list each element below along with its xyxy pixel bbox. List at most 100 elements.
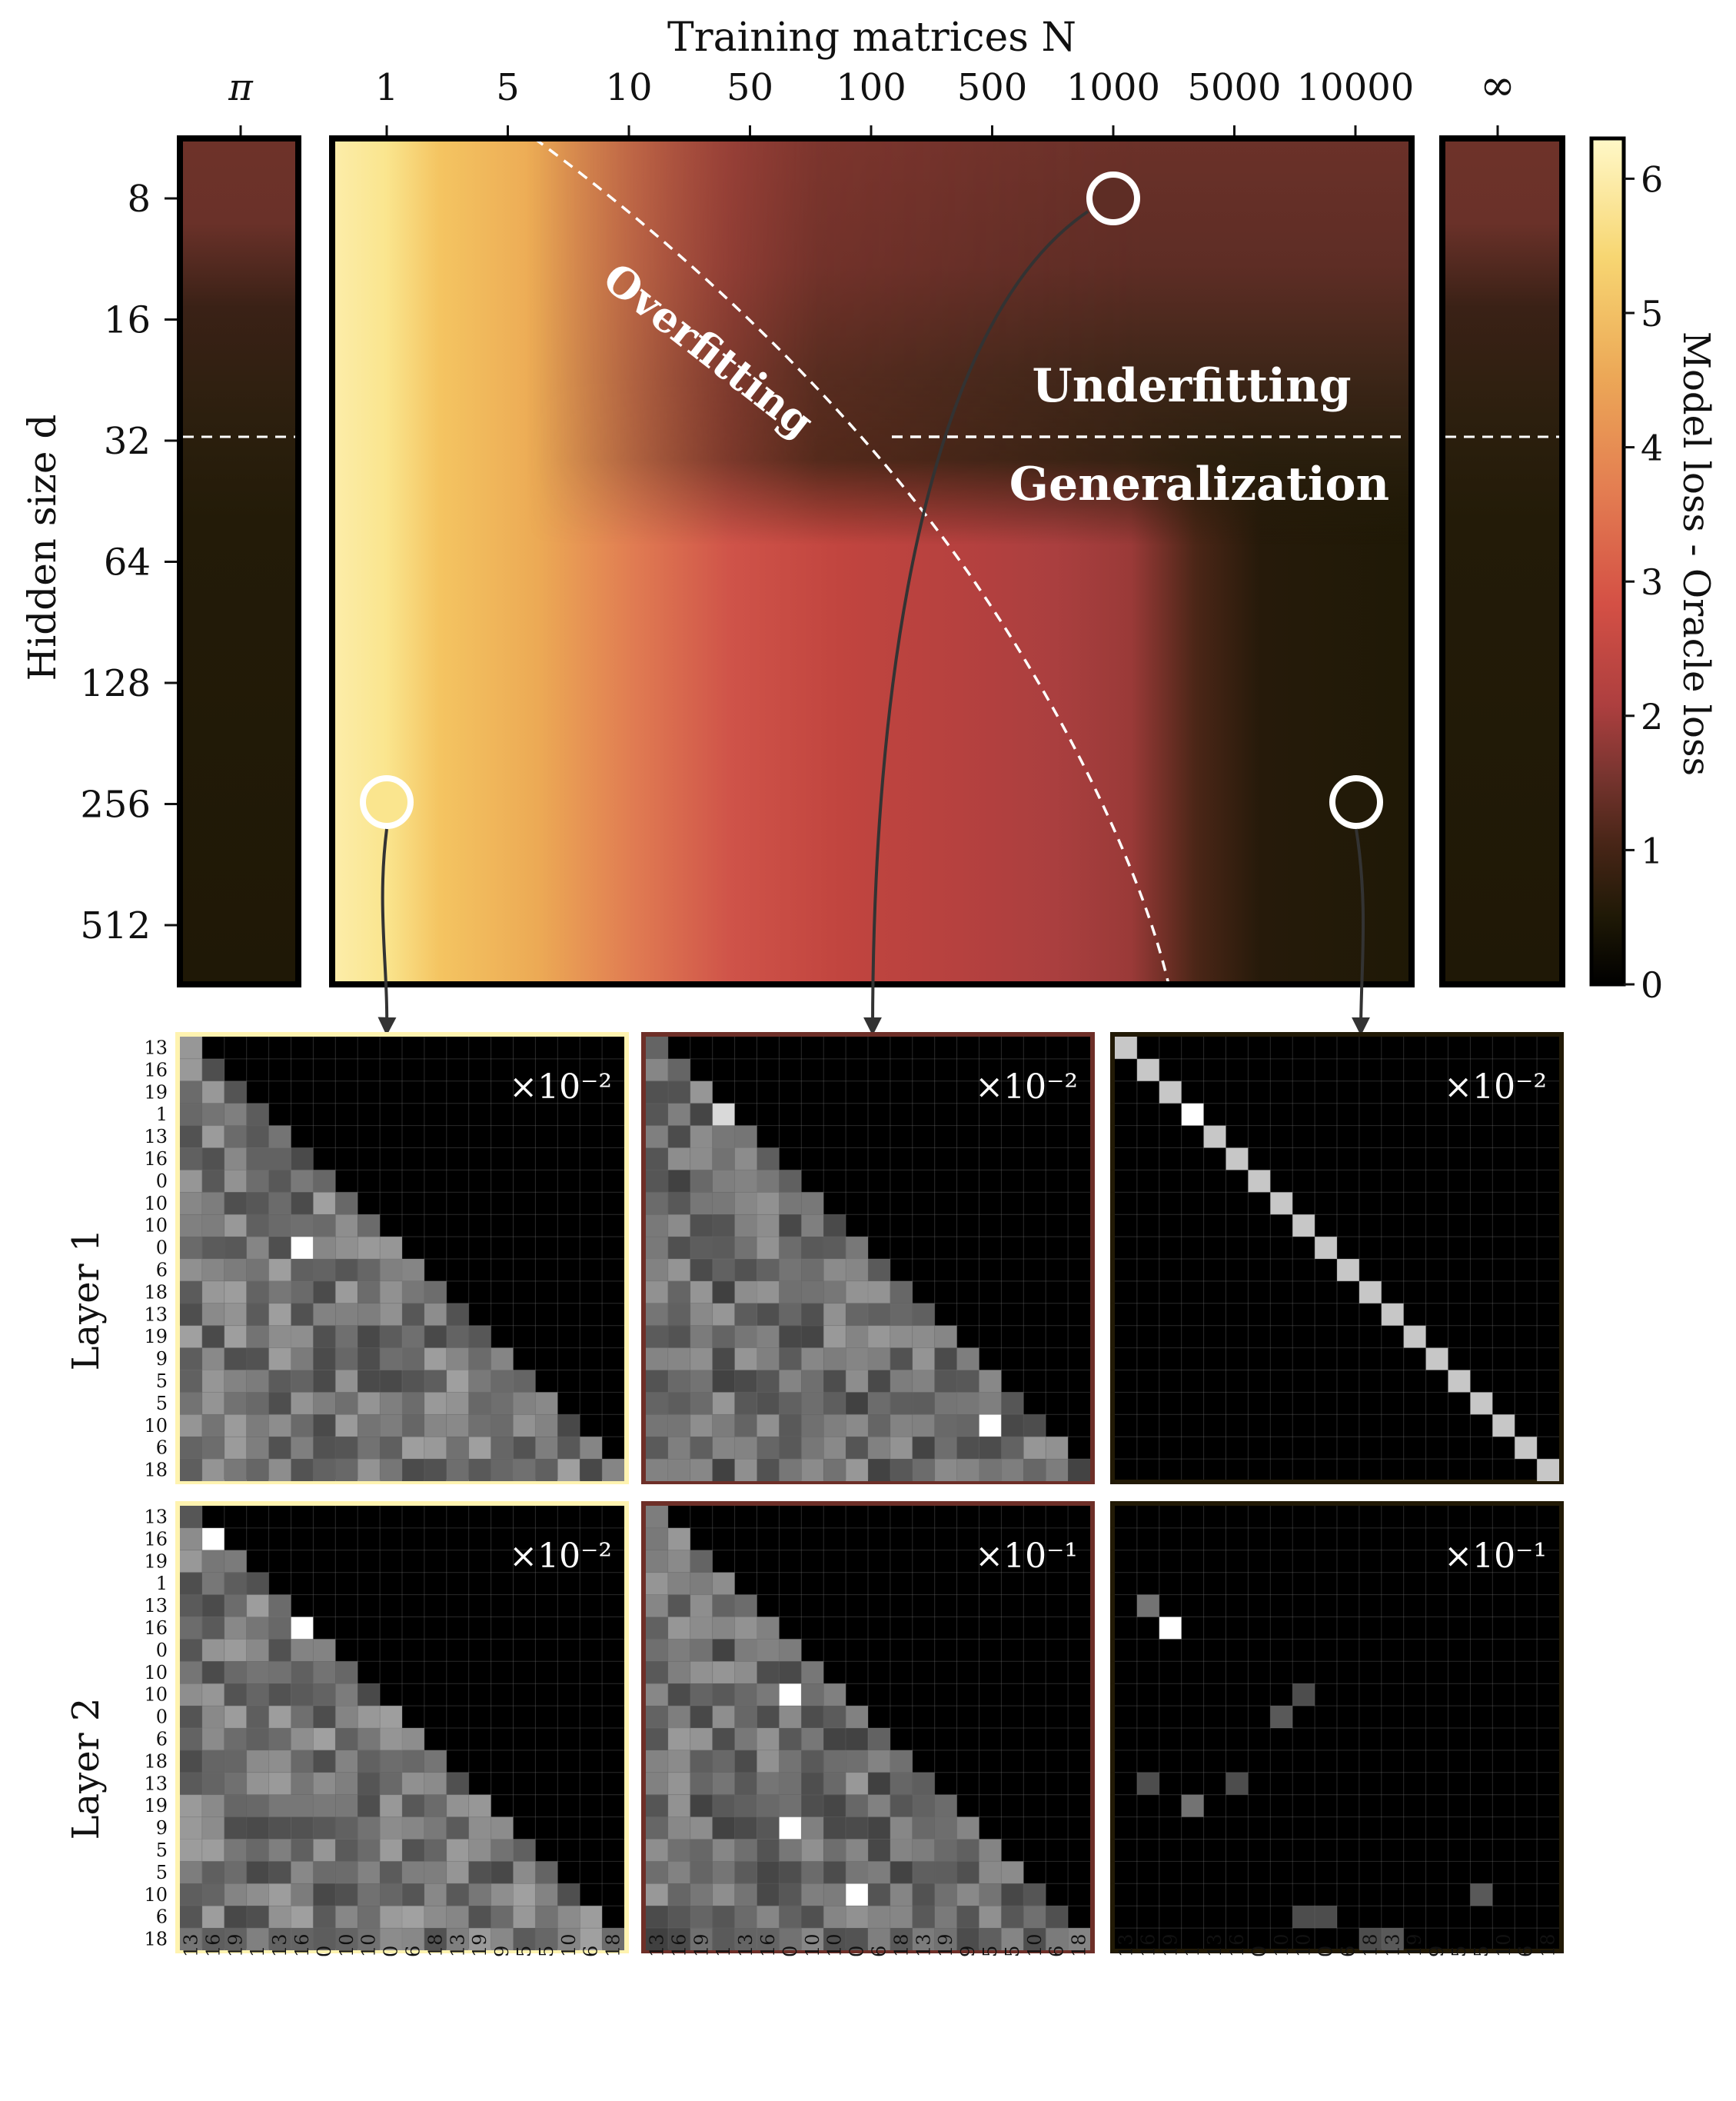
attention-cell <box>313 1192 336 1215</box>
attention-x-tick-label: 5 <box>514 1946 535 1957</box>
attention-cell <box>734 1617 757 1640</box>
main-heatmap-top-shade <box>332 138 1412 984</box>
attention-cell <box>979 1370 1002 1393</box>
attention-cell <box>491 1392 514 1415</box>
attention-x-tick-label: 10 <box>1024 1933 1046 1957</box>
attention-cell <box>246 1370 269 1393</box>
attention-cell <box>291 1816 314 1840</box>
attention-cell <box>557 1906 580 1929</box>
attention-cell <box>446 1437 469 1460</box>
attention-cell <box>801 1459 824 1481</box>
attention-cell <box>446 1370 469 1393</box>
x-axis-title-text: Training matrices N <box>667 15 1076 61</box>
attention-cell <box>224 1325 247 1348</box>
attention-cell <box>580 1459 603 1481</box>
attention-cell <box>491 1347 514 1370</box>
attention-cell <box>402 1303 424 1326</box>
attention-cell <box>801 1370 824 1393</box>
attention-cell <box>846 1883 868 1906</box>
attention-cell <box>224 1661 247 1684</box>
attention-cell <box>1023 1437 1046 1460</box>
attention-cell <box>823 1883 846 1906</box>
attention-cell <box>402 1883 424 1906</box>
attention-cell <box>313 1683 336 1706</box>
attention-cell <box>757 1237 780 1259</box>
attention-cell <box>757 1750 780 1773</box>
attention-cell <box>690 1706 713 1728</box>
attention-cell <box>846 1237 868 1259</box>
attention-cell <box>846 1706 868 1728</box>
attention-cell <box>246 1839 269 1862</box>
attention-cell <box>823 1437 846 1460</box>
attention-cell <box>268 1906 291 1929</box>
attention-cell <box>646 1103 668 1126</box>
attention-cell <box>646 1550 668 1573</box>
attention-cell <box>779 1816 802 1840</box>
attention-y-tick-label: 13 <box>144 1037 168 1058</box>
attention-cell <box>335 1750 358 1773</box>
region-generalization-label: Generalization <box>1009 458 1389 511</box>
attention-cell <box>1226 1772 1249 1795</box>
attention-cell <box>446 1325 469 1348</box>
attention-cell <box>335 1861 358 1884</box>
attention-cell <box>201 1706 224 1728</box>
attention-cell <box>246 1392 269 1415</box>
attention-cell <box>779 1437 802 1460</box>
x-tick-label-10: 10 <box>605 66 652 109</box>
attention-cell <box>712 1728 735 1750</box>
x-axis-title: Training matrices N <box>667 15 1076 61</box>
attention-cell <box>535 1459 558 1481</box>
attention-cell <box>1023 1883 1046 1906</box>
attention-cell <box>201 1414 224 1437</box>
attention-cell <box>201 1370 224 1393</box>
x-tick-label-1: 1 <box>375 66 399 109</box>
attention-cell <box>690 1325 713 1348</box>
attention-cell <box>823 1839 846 1862</box>
y-tick-label-32: 32 <box>104 420 151 463</box>
attention-x-tick-label: 6 <box>1515 1946 1537 1957</box>
attention-cell <box>358 1683 381 1706</box>
attention-cell <box>823 1325 846 1348</box>
attention-cell <box>712 1750 735 1773</box>
attention-cell <box>846 1370 868 1393</box>
attention-cell <box>201 1103 224 1126</box>
attention-x-tick-label: 10 <box>824 1933 846 1957</box>
attention-cell <box>646 1325 668 1348</box>
attention-cell <box>912 1794 935 1817</box>
attention-scale-label: ×10⁻² <box>975 1067 1078 1107</box>
attention-cell <box>690 1259 713 1281</box>
attention-cell <box>246 1772 269 1795</box>
attention-cell <box>491 1816 514 1840</box>
region-underfitting-label: Underfitting <box>1032 359 1351 413</box>
attention-cell <box>246 1170 269 1193</box>
attention-cell <box>224 1617 247 1640</box>
attention-cell <box>734 1414 757 1437</box>
attention-cell <box>734 1192 757 1215</box>
attention-cell <box>667 1527 690 1550</box>
attention-cell <box>779 1706 802 1728</box>
attention-cell <box>1001 1883 1024 1906</box>
attention-cell <box>890 1883 913 1906</box>
attention-cell <box>313 1794 336 1817</box>
attention-x-tick-label: 19 <box>469 1933 491 1957</box>
attention-cell <box>180 1037 202 1059</box>
attention-cell <box>734 1370 757 1393</box>
attention-cell <box>1248 1170 1271 1193</box>
attention-cell <box>757 1303 780 1326</box>
attention-cell <box>380 1237 402 1259</box>
x-tick-label-5: 5 <box>496 66 520 109</box>
attention-cell <box>934 1414 957 1437</box>
attention-cell <box>291 1170 314 1193</box>
attention-cell <box>890 1839 913 1862</box>
attention-cell <box>868 1459 890 1481</box>
attention-cell <box>535 1392 558 1415</box>
attention-y-tick-label: 19 <box>144 1795 168 1816</box>
attention-cell <box>468 1883 491 1906</box>
attention-cell <box>180 1706 202 1728</box>
attention-cell <box>823 1794 846 1817</box>
attention-cell <box>801 1214 824 1237</box>
attention-cell <box>513 1414 536 1437</box>
attention-cell <box>446 1928 469 1950</box>
attention-cell <box>779 1392 802 1415</box>
attention-cell <box>734 1392 757 1415</box>
